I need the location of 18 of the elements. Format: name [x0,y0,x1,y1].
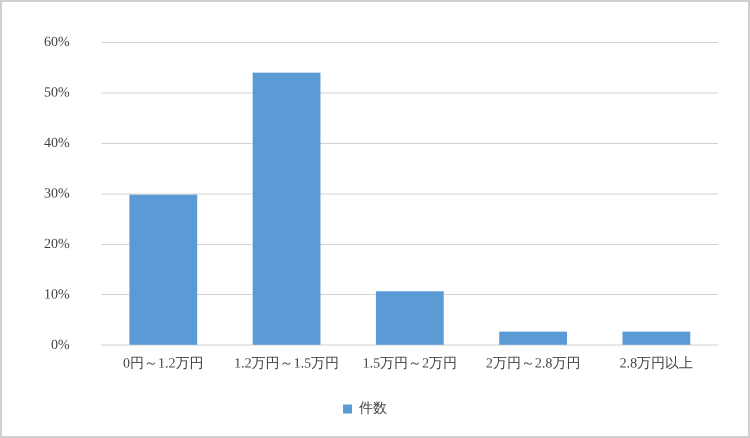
x-tick-label: 2万円～2.8万円 [486,356,580,372]
y-tick-label: 60% [44,35,70,50]
y-tick-label: 0% [50,338,70,353]
bar [129,194,198,345]
bar [499,332,567,345]
x-tick-label: 0円～1.2万円 [123,356,204,372]
x-tick-label: 1.2万円～1.5万円 [234,356,340,372]
y-tick-label: 10% [44,287,70,302]
bar [376,291,444,345]
y-tick-label: 50% [44,86,70,101]
y-tick-label: 40% [44,136,70,152]
bar [252,72,320,345]
y-tick-label: 30% [44,186,70,202]
x-tick-label: 1.5万円～2万円 [362,356,458,372]
x-tick-label: 2.8万円以上 [620,355,694,372]
y-tick-label: 20% [44,236,70,252]
bar [622,332,690,345]
legend-label: 件数 [359,400,387,417]
